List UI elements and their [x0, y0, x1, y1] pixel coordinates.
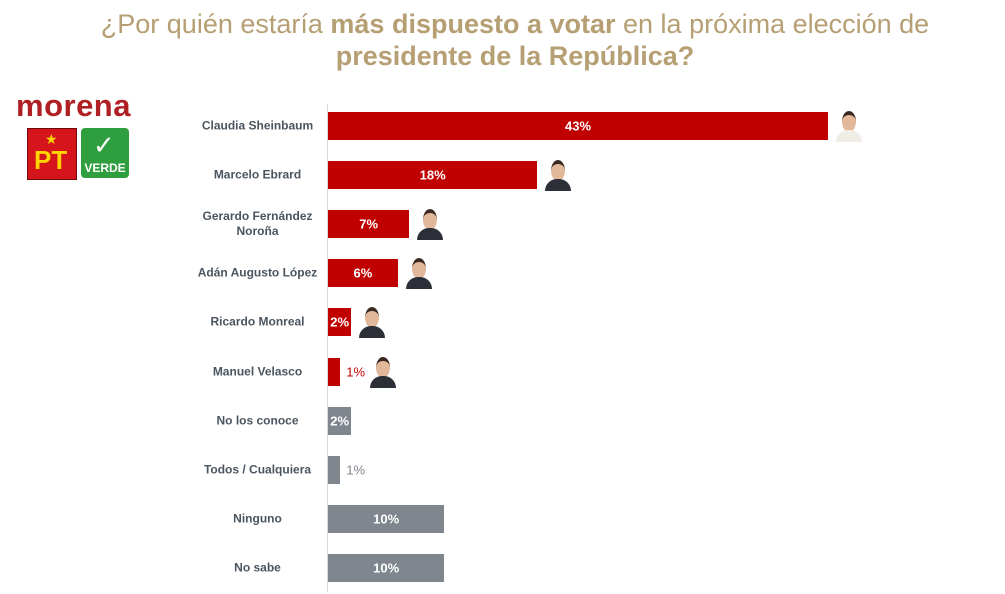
title-part: más dispuesto a votar	[330, 9, 616, 39]
bar	[328, 112, 828, 140]
bar	[328, 406, 352, 435]
category-label: Gerardo Fernández Noroña	[202, 209, 313, 239]
category-label: Ricardo Monreal	[210, 314, 305, 329]
photo-body	[369, 375, 396, 388]
candidate-photo	[834, 108, 864, 142]
check: ✓	[93, 130, 115, 160]
candidate-photo	[357, 304, 387, 339]
value-label: 2%	[330, 413, 350, 429]
photo-head	[365, 307, 380, 329]
photo-head	[842, 111, 856, 132]
bar	[328, 210, 410, 239]
value-label: 7%	[359, 216, 379, 232]
title-part: presidente de la República?	[335, 41, 695, 71]
photo-head	[411, 258, 426, 280]
logo-pt: ★ PT	[27, 128, 77, 180]
value-label: 10%	[373, 511, 400, 527]
logo-verde-text: VERDE	[84, 161, 126, 175]
category-label: Marcelo Ebrard	[213, 167, 302, 182]
logo-pt-text: PT	[34, 145, 68, 175]
chart-title: ¿Por quién estaría más dispuesto a votar…	[30, 8, 1000, 72]
candidate-photo	[543, 157, 573, 192]
bar	[328, 504, 445, 533]
photo-head	[375, 356, 390, 378]
title-part: ¿Por quién estaría	[100, 9, 331, 39]
category-label: Claudia Sheinbaum	[201, 118, 314, 133]
logo-verde: ✓ VERDE	[81, 128, 129, 178]
candidate-photo	[368, 354, 398, 388]
value-label: 18%	[419, 167, 446, 183]
bar	[328, 161, 538, 190]
bar	[328, 259, 398, 288]
value-label: 10%	[373, 560, 400, 576]
value-label: 2%	[330, 314, 350, 330]
candidate-photo	[415, 206, 445, 241]
category-label: Ninguno	[233, 511, 282, 526]
logo-morena: morena	[16, 88, 131, 123]
bar	[328, 308, 352, 337]
value-label: 6%	[353, 265, 373, 281]
bar	[328, 455, 340, 484]
value-label: 1%	[346, 364, 366, 379]
category-label: No sabe	[234, 560, 281, 575]
photo-head	[551, 160, 566, 182]
photo-body	[405, 277, 432, 290]
category-label: No los conoce	[216, 413, 299, 428]
category-label: Adán Augusto López	[197, 265, 318, 280]
photo-body	[359, 326, 386, 339]
title-part: en la próxima elección de	[615, 9, 930, 39]
value-label: 1%	[346, 462, 366, 478]
category-label: Todos / Cualquiera	[203, 462, 312, 477]
category-label: Manuel Velasco	[212, 364, 303, 378]
bar	[328, 357, 340, 386]
photo-body	[417, 228, 444, 241]
photo-body	[836, 130, 862, 142]
photo-head	[423, 209, 438, 231]
axis-line	[327, 104, 328, 592]
bar	[328, 553, 445, 582]
candidate-photo	[404, 255, 434, 290]
photo-body	[545, 179, 572, 192]
value-label: 43%	[564, 118, 592, 134]
star: ★	[45, 131, 58, 147]
